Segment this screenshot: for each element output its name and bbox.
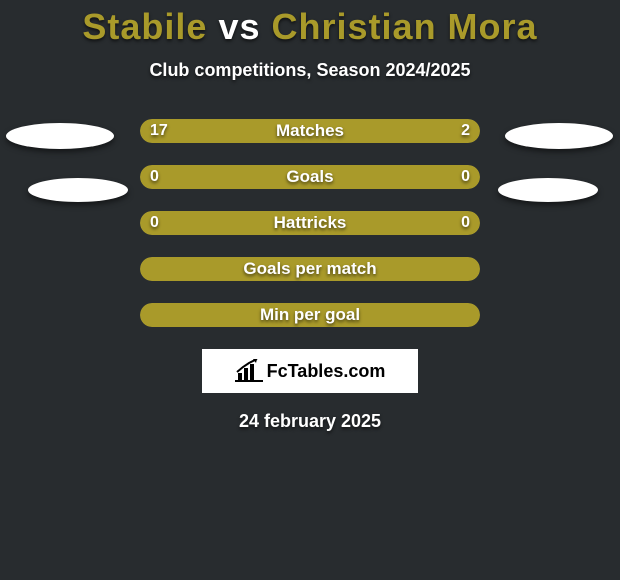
stat-row: Goals per match bbox=[140, 257, 480, 281]
bar-fill bbox=[140, 303, 480, 327]
stat-row: Min per goal bbox=[140, 303, 480, 327]
stat-value-right: 0 bbox=[461, 165, 470, 189]
logo-text: FcTables.com bbox=[267, 361, 386, 382]
player2-name: Christian Mora bbox=[272, 6, 538, 47]
fctables-logo: FcTables.com bbox=[202, 349, 418, 393]
stat-value-left: 0 bbox=[150, 165, 159, 189]
bar-fill bbox=[140, 211, 480, 235]
date-text: 24 february 2025 bbox=[0, 411, 620, 432]
bar-fill bbox=[140, 165, 480, 189]
stat-value-left: 17 bbox=[150, 119, 168, 143]
comparison-title: Stabile vs Christian Mora bbox=[0, 0, 620, 48]
bar-fill bbox=[140, 257, 480, 281]
stat-row: 00Goals bbox=[140, 165, 480, 189]
bar-fill-left bbox=[140, 119, 402, 143]
stat-value-right: 2 bbox=[461, 119, 470, 143]
vs-text: vs bbox=[218, 6, 260, 47]
stat-value-left: 0 bbox=[150, 211, 159, 235]
decorative-ellipse bbox=[498, 178, 598, 202]
chart-icon bbox=[235, 359, 263, 383]
stat-row: 172Matches bbox=[140, 119, 480, 143]
subtitle: Club competitions, Season 2024/2025 bbox=[0, 60, 620, 81]
decorative-ellipse bbox=[28, 178, 128, 202]
stat-rows: 172Matches00Goals00HattricksGoals per ma… bbox=[0, 119, 620, 327]
stat-value-right: 0 bbox=[461, 211, 470, 235]
stat-row: 00Hattricks bbox=[140, 211, 480, 235]
decorative-ellipse bbox=[505, 123, 613, 149]
player1-name: Stabile bbox=[82, 6, 207, 47]
decorative-ellipse bbox=[6, 123, 114, 149]
